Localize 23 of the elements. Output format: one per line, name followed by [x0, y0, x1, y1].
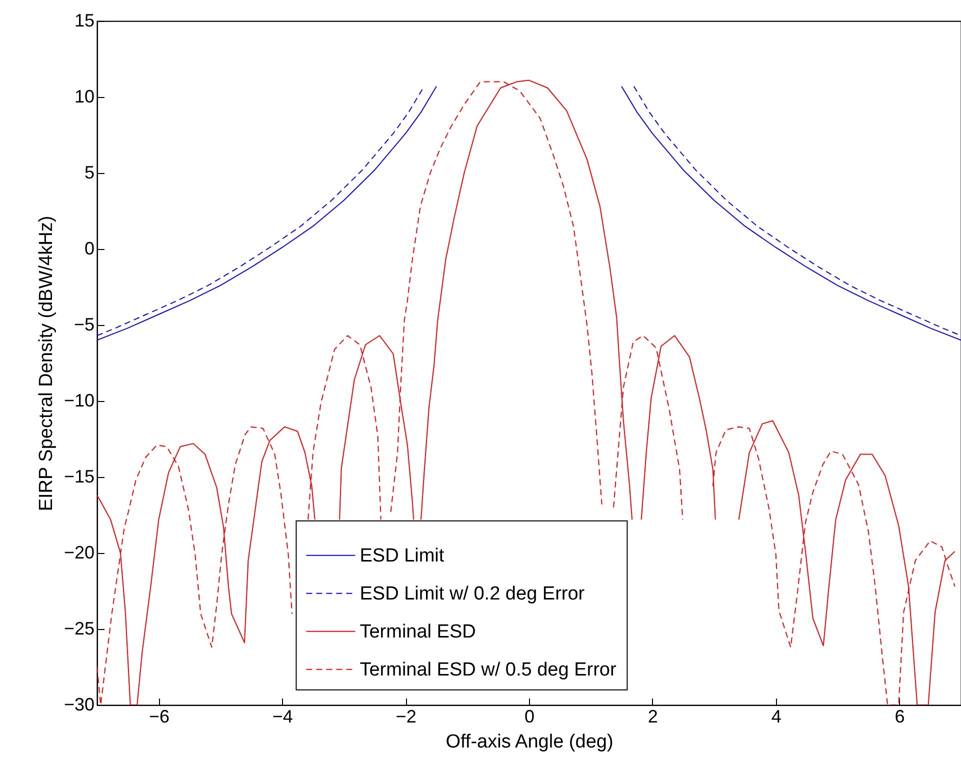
y-tick-label: −10: [64, 390, 94, 410]
y-tick-label: 10: [74, 86, 94, 106]
x-tick-label: 0: [524, 706, 535, 726]
y-axis-title: EIRP Spectral Density (dBW/4kHz): [36, 216, 57, 512]
legend-label: Terminal ESD w/ 0.5 deg Error: [360, 659, 617, 680]
y-tick-label: −30: [64, 694, 94, 714]
legend-label: ESD Limit: [360, 545, 445, 566]
y-tick-label: −25: [64, 618, 94, 638]
x-axis-title: Off-axis Angle (deg): [446, 732, 614, 752]
x-tick-label: 4: [771, 706, 782, 726]
x-tick-label: 6: [894, 706, 905, 726]
x-tick-label: −4: [272, 706, 293, 726]
y-tick-label: 0: [84, 238, 94, 258]
y-tick-label: 5: [84, 162, 94, 182]
legend-label: Terminal ESD: [360, 621, 476, 642]
y-tick-label: 15: [74, 10, 94, 30]
x-tick-label: −2: [396, 706, 416, 726]
y-tick-label: −5: [74, 314, 94, 334]
x-tick-label: 2: [648, 706, 658, 726]
y-tick-label: −15: [64, 466, 94, 486]
x-tick-label: −6: [148, 706, 170, 726]
legend-label: ESD Limit w/ 0.2 deg Error: [360, 583, 586, 604]
y-tick-label: −20: [64, 542, 94, 562]
